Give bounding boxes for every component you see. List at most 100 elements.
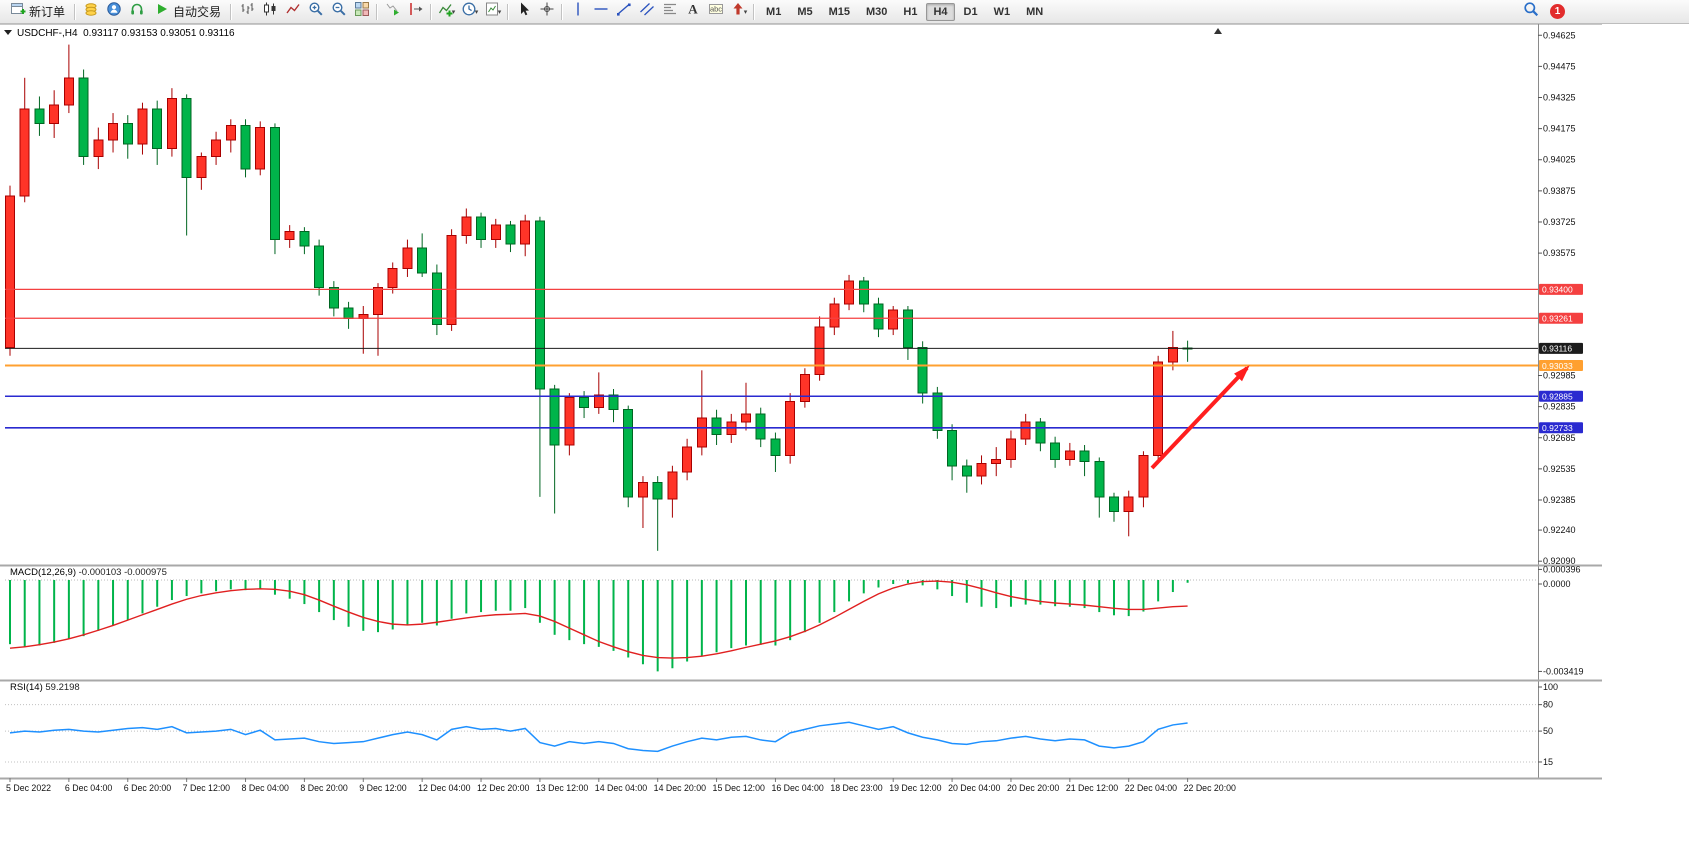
candle — [137, 108, 148, 145]
candles-icon — [262, 1, 278, 22]
timeframe-h1-button[interactable]: H1 — [903, 5, 918, 18]
candle — [755, 413, 766, 440]
vertical-line-icon[interactable] — [566, 2, 589, 22]
candle — [93, 139, 104, 158]
zoom-in-icon[interactable] — [304, 2, 327, 22]
candle — [873, 303, 884, 330]
text-icon[interactable]: A — [681, 2, 704, 22]
rsi-line — [9, 721, 1188, 753]
svg-text:6 Dec 20:00: 6 Dec 20:00 — [124, 783, 172, 793]
templates-icon[interactable]: ▾ — [481, 2, 504, 22]
candle — [211, 139, 222, 158]
coins-icon[interactable] — [79, 2, 102, 22]
line-chart-icon[interactable] — [281, 2, 304, 22]
candle — [858, 280, 869, 305]
candle — [269, 127, 280, 241]
timeframe-m15-button[interactable]: M15 — [828, 5, 850, 18]
timeframe-m30-button[interactable]: M30 — [866, 5, 888, 18]
time-axis[interactable]: 5 Dec 2022 6 Dec 04:00 6 Dec 20:00 7 Dec 12… — [6, 778, 1236, 793]
timeframe-m5-button[interactable]: M5 — [797, 5, 813, 18]
svg-text:21 Dec 12:00: 21 Dec 12:00 — [1066, 783, 1118, 793]
svg-text:0.93400: 0.93400 — [1542, 285, 1573, 295]
timeframe-mn-button[interactable]: MN — [1026, 5, 1044, 18]
periods-icon[interactable]: ▾ — [458, 2, 481, 22]
rsi-indicator-label: RSI(14) 59.2198 — [10, 682, 80, 693]
arrows-icon[interactable]: ▾ — [727, 2, 750, 22]
play-icon — [154, 1, 170, 22]
timeframe-d1-button[interactable]: D1 — [963, 5, 978, 18]
svg-text:0.94025: 0.94025 — [1543, 155, 1576, 165]
svg-text:0.000396: 0.000396 — [1543, 564, 1581, 574]
notification-badge[interactable]: 1 — [1550, 4, 1565, 19]
svg-text:0.94175: 0.94175 — [1543, 124, 1576, 134]
candle — [1020, 421, 1031, 440]
indicators-icon[interactable]: ▾ — [435, 2, 458, 22]
candle — [108, 122, 119, 141]
equidistant-channel-icon[interactable] — [635, 2, 658, 22]
auto-trading-button[interactable]: 自动交易 — [148, 2, 227, 22]
svg-text:8 Dec 04:00: 8 Dec 04:00 — [242, 783, 290, 793]
candle — [78, 77, 89, 158]
svg-text:0.94475: 0.94475 — [1543, 61, 1576, 71]
timeframe-m1-button[interactable]: M1 — [766, 5, 782, 18]
svg-text:0.93116: 0.93116 — [1542, 344, 1572, 354]
zoomin-icon — [308, 1, 324, 22]
fibonacci-icon[interactable] — [658, 2, 681, 22]
zoomout-icon — [331, 1, 347, 22]
crosshair-icon[interactable] — [535, 2, 558, 22]
auto-scroll-icon[interactable] — [381, 2, 404, 22]
zoom-out-icon[interactable] — [327, 2, 350, 22]
candle — [490, 224, 501, 241]
chart-shift-marker[interactable] — [1214, 28, 1222, 34]
chart-shift-icon[interactable] — [404, 2, 427, 22]
support-line-2-badge — [1539, 422, 1583, 434]
tile-windows-icon[interactable] — [350, 2, 373, 22]
chart-title: USDCHF-,H4 0.93117 0.93153 0.93051 0.931… — [17, 28, 235, 39]
horizontal-line-icon[interactable] — [589, 2, 612, 22]
rsi-panel: 100 80 50 15 — [5, 682, 1558, 767]
svg-text:19 Dec 12:00: 19 Dec 12:00 — [889, 783, 941, 793]
trend-arrow[interactable] — [1150, 366, 1249, 470]
svg-text:16 Dec 04:00: 16 Dec 04:00 — [771, 783, 823, 793]
candle — [152, 108, 163, 149]
svg-text:0.93575: 0.93575 — [1543, 248, 1576, 258]
svg-text:5 Dec 2022: 5 Dec 2022 — [6, 783, 51, 793]
candle — [549, 388, 560, 446]
timeframe-w1-button[interactable]: W1 — [993, 5, 1011, 18]
candle — [902, 309, 913, 349]
svg-text:14 Dec 04:00: 14 Dec 04:00 — [595, 783, 647, 793]
rsi-value: 59.2198 — [45, 682, 80, 693]
candle — [417, 247, 428, 274]
chart-ohlc-values: 0.93117 0.93153 0.93051 0.93116 — [83, 28, 235, 39]
svg-text:0.92090: 0.92090 — [1543, 556, 1576, 566]
candle — [696, 417, 707, 448]
headset-icon[interactable] — [125, 2, 148, 22]
symbol-dropdown-icon[interactable] — [4, 30, 12, 35]
user-icon[interactable] — [102, 2, 125, 22]
timeframe-h4-button[interactable]: H4 — [926, 2, 955, 21]
svg-text:20 Dec 20:00: 20 Dec 20:00 — [1007, 783, 1059, 793]
search-icon — [1523, 1, 1539, 22]
candle — [240, 125, 251, 170]
candle — [505, 224, 516, 245]
tile-icon — [354, 1, 370, 22]
svg-text:8 Dec 20:00: 8 Dec 20:00 — [300, 783, 348, 793]
svg-text:7 Dec 12:00: 7 Dec 12:00 — [183, 783, 231, 793]
candle — [1050, 442, 1061, 461]
price-axis[interactable]: 0.94625 0.94475 0.94325 0.94175 0.94025 0.938… — [1538, 30, 1576, 566]
candles-layer — [5, 44, 1193, 551]
text-label-icon[interactable]: abc — [704, 2, 727, 22]
cursor-icon[interactable] — [512, 2, 535, 22]
new-order-button[interactable]: 新订单 — [4, 2, 71, 22]
candle — [667, 471, 678, 500]
macd-name: MACD(12,26,9) — [10, 567, 76, 578]
candle — [652, 481, 663, 500]
candlestick-chart-icon[interactable] — [258, 2, 281, 22]
toolbar-separator — [507, 3, 510, 20]
bar-chart-icon[interactable] — [235, 2, 258, 22]
levels-layer: 0.93400 0.93261 0.93116 0.93033 0.92885 0.927… — [5, 283, 1583, 434]
svg-text:22 Dec 20:00: 22 Dec 20:00 — [1184, 783, 1236, 793]
headset-icon — [129, 1, 145, 22]
trendline-icon[interactable] — [612, 2, 635, 22]
search-icon[interactable] — [1519, 2, 1542, 22]
